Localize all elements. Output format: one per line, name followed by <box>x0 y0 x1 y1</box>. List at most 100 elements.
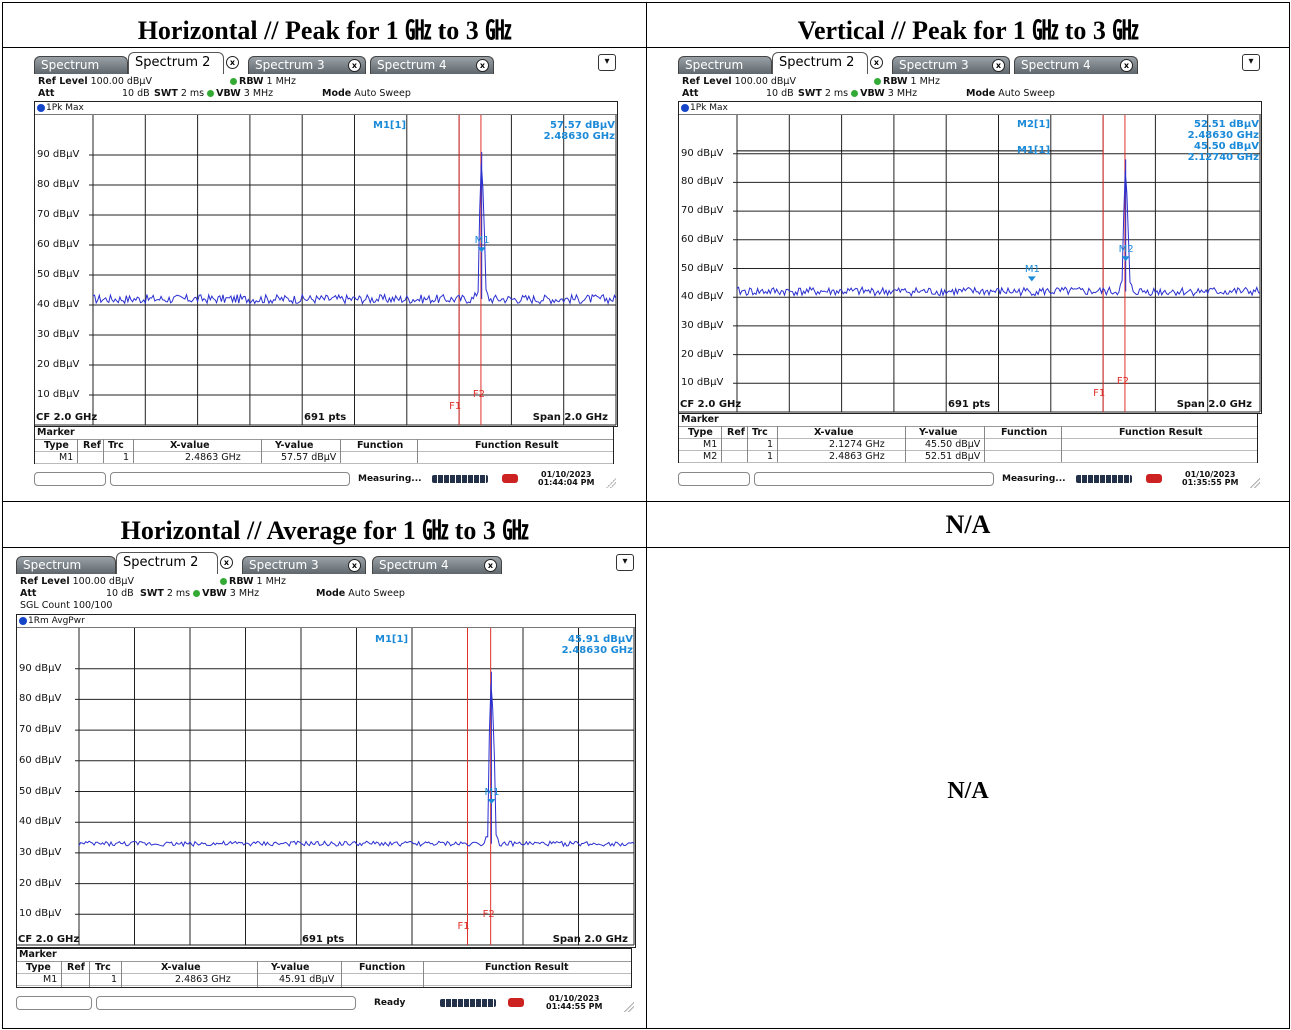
marker-row-m1[interactable]: M1 1 2.4863 GHz 57.57 dBµV <box>35 452 613 464</box>
menu-icon[interactable]: ▾ <box>1242 54 1260 71</box>
marker-readout-label: M1[1] <box>373 120 407 131</box>
tab-spectrum-2[interactable]: Spectrum 2 x <box>116 552 233 574</box>
tab-spectrum-4[interactable]: Spectrum 4 x <box>1014 56 1138 74</box>
tab-spectrum-2[interactable]: Spectrum 2 x <box>772 52 883 74</box>
marker-m1-icon <box>477 247 486 253</box>
menu-icon[interactable]: ▾ <box>616 554 634 571</box>
trace-line <box>736 159 1261 298</box>
close-icon[interactable]: x <box>484 559 497 572</box>
tab-spectrum-3[interactable]: Spectrum 3 x <box>892 56 1010 74</box>
trace-label: 1Pk Max <box>35 102 617 115</box>
resize-grip-icon[interactable] <box>1250 478 1260 488</box>
close-icon[interactable]: x <box>348 559 361 572</box>
header-vertical-peak: Vertical // Peak for 1 ㎓ to 3 ㎓ <box>797 16 1139 45</box>
y-axis-tick-label: 30 dBµV <box>19 846 62 858</box>
menu-icon[interactable]: ▾ <box>598 54 616 71</box>
marker-table-title: Marker <box>17 949 631 962</box>
tab-spectrum-2[interactable]: Spectrum 2 x <box>128 52 239 74</box>
y-axis-tick-label: 70 dBµV <box>681 205 724 217</box>
marker-readout-level: 57.57 dBµV <box>550 120 615 131</box>
y-axis-tick-label: 50 dBµV <box>37 269 80 280</box>
close-icon[interactable]: x <box>476 59 489 72</box>
status-field-1 <box>16 996 92 1010</box>
analyzer-panel-horizontal-average: Spectrum Spectrum 2 x Spectrum 3 x Spectru… <box>16 552 636 1022</box>
tab-label: Spectrum 2 <box>779 55 855 70</box>
y-axis-tick-label: 60 dBµV <box>19 754 62 766</box>
close-icon[interactable]: x <box>348 59 361 72</box>
settings-line-1: Ref Level 100.00 dBµV RBW 1 MHz <box>682 76 940 87</box>
status-field-2 <box>96 996 356 1010</box>
tab-spectrum[interactable]: Spectrum <box>34 56 128 74</box>
resize-grip-icon[interactable] <box>624 1002 634 1012</box>
analyzer-panel-vertical-peak: Spectrum Spectrum 2 x Spectrum 3 x Spectru… <box>678 52 1262 492</box>
tab-label: Spectrum 3 <box>255 58 325 72</box>
marker-row-m1[interactable]: M1 1 2.4863 GHz 45.91 dBµV <box>17 974 631 986</box>
settings-line-2: Att 10 dB SWT 2 ms VBW 3 MHz Mode Auto S… <box>38 88 411 99</box>
close-icon[interactable]: x <box>992 59 1005 72</box>
sweep-points: 691 pts <box>304 412 347 423</box>
sweep-points: 691 pts <box>302 934 345 945</box>
trace-dot-icon <box>19 616 27 625</box>
settings-line-1: Ref Level 100.00 dBµV RBW 1 MHz <box>38 76 296 87</box>
tab-spectrum-4[interactable]: Spectrum 4 x <box>372 556 502 574</box>
trace-label: 1Pk Max <box>679 102 1261 115</box>
marker-readout-label: M1[1] <box>375 634 409 645</box>
marker-table-header: Type Ref Trc X-value Y-value Function Functio… <box>17 962 631 974</box>
trace-line <box>78 671 635 848</box>
marker-m1-icon <box>487 799 496 805</box>
marker-m1-icon <box>1027 276 1036 282</box>
center-frequency: CF 2.0 GHz <box>18 934 80 945</box>
marker-tag-m1: M1 <box>474 235 490 247</box>
header-horizontal-peak: Horizontal // Peak for 1 ㎓ to 3 ㎓ <box>137 16 512 45</box>
trace-window: 1Pk Max 90 dBµV 80 dBµV 70 dBµV 60 dBµV 50 d… <box>678 101 1262 414</box>
progress-bar <box>440 999 496 1007</box>
y-axis-tick-label: 40 dBµV <box>19 816 62 828</box>
center-frequency: CF 2.0 GHz <box>36 412 98 423</box>
y-axis-tick-label: 40 dBµV <box>681 291 724 303</box>
marker-readout-m1-freq: 2.12740 GHz <box>1187 152 1259 163</box>
marker-readout-m2-level: 52.51 dBµV <box>1194 119 1259 130</box>
tab-label: Spectrum 3 <box>249 558 319 572</box>
status-field-1 <box>34 472 106 486</box>
rs-logo-icon <box>1146 474 1162 483</box>
close-icon[interactable]: x <box>870 56 883 69</box>
cell-bottom-right <box>646 547 1290 1029</box>
tab-spectrum[interactable]: Spectrum <box>678 56 772 74</box>
y-axis-tick-label: 30 dBµV <box>37 329 80 340</box>
trace-line <box>92 152 617 306</box>
marker-readout-freq: 2.48630 GHz <box>561 645 633 656</box>
settings-line-2: Att 10 dB SWT 2 ms VBW 3 MHz Mode Auto S… <box>682 88 1055 99</box>
tab-spectrum[interactable]: Spectrum <box>16 556 116 574</box>
tab-label: Spectrum 3 <box>899 58 969 72</box>
timestamp: 01/10/2023 01:44:04 PM <box>538 470 595 487</box>
status-bar: Ready 01/10/2023 01:44:55 PM <box>16 994 636 1012</box>
spectrum-plot[interactable]: 90 dBµV 80 dBµV 70 dBµV 60 dBµV 50 dBµV 40 dB… <box>35 115 617 426</box>
settings-line-2: Att 10 dB SWT 2 ms VBW 3 MHz Mode Auto S… <box>20 588 405 599</box>
spectrum-plot[interactable]: 90 dBµV 80 dBµV 70 dBµV 60 dBµV 50 dBµV 40 dB… <box>17 628 635 946</box>
y-axis-tick-label: 50 dBµV <box>19 785 62 797</box>
frequency-line-label-f2: F2 <box>472 389 486 400</box>
close-icon[interactable]: x <box>1120 59 1133 72</box>
tab-spectrum-3[interactable]: Spectrum 3 x <box>248 56 366 74</box>
marker-readout-m2-freq: 2.48630 GHz <box>1187 130 1259 141</box>
close-icon[interactable]: x <box>226 56 239 69</box>
tab-label: Spectrum 4 <box>1021 58 1091 72</box>
y-axis-tick-label: 70 dBµV <box>19 724 62 736</box>
spectrum-svg <box>35 115 617 426</box>
marker-row-m1[interactable]: M1 1 2.1274 GHz 45.50 dBµV <box>679 439 1257 451</box>
status-text: Measuring... <box>1002 474 1066 484</box>
close-icon[interactable]: x <box>220 556 233 569</box>
y-axis-tick-label: 10 dBµV <box>681 377 724 389</box>
tab-spectrum-4[interactable]: Spectrum 4 x <box>370 56 494 74</box>
y-axis-tick-label: 30 dBµV <box>681 319 724 331</box>
y-axis-tick-label: 40 dBµV <box>37 299 80 310</box>
tab-spectrum-3[interactable]: Spectrum 3 x <box>242 556 366 574</box>
y-axis-tick-label: 80 dBµV <box>37 179 80 190</box>
sgl-count: SGL Count 100/100 <box>20 600 113 611</box>
marker-row-m2[interactable]: M2 1 2.4863 GHz 52.51 dBµV <box>679 451 1257 463</box>
spectrum-plot[interactable]: 90 dBµV 80 dBµV 70 dBµV 60 dBµV 50 dBµV 40 dB… <box>679 115 1261 413</box>
resize-grip-icon[interactable] <box>606 478 616 488</box>
y-axis-tick-label: 60 dBµV <box>681 233 724 245</box>
span: Span 2.0 GHz <box>552 934 628 945</box>
